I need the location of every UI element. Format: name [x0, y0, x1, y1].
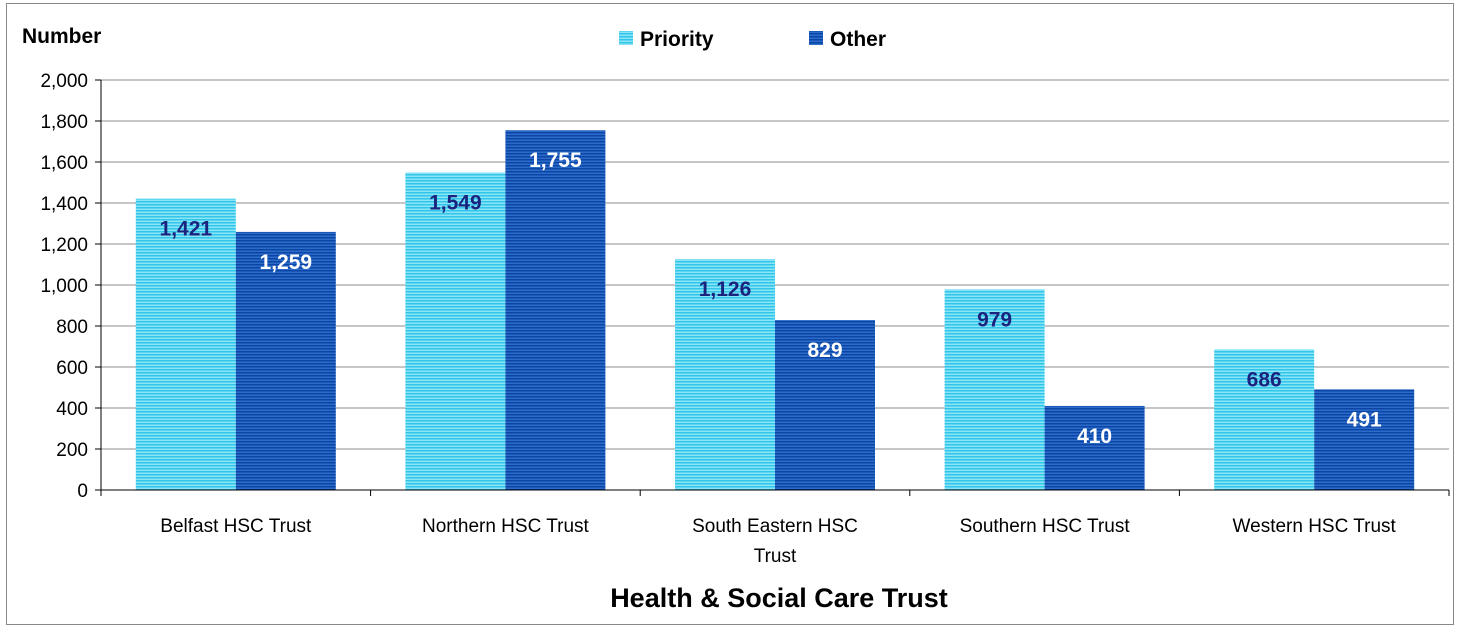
y-tick-label: 1,800 [40, 112, 88, 133]
x-tick-label: Northern HSC Trust [422, 516, 590, 537]
y-tick-label: 2,000 [40, 71, 88, 92]
data-label-other: 410 [1077, 425, 1112, 448]
x-tick-label: South Eastern HSC [692, 516, 858, 537]
bar-priority-2 [675, 259, 775, 490]
y-tick-label: 600 [56, 358, 88, 379]
x-axis-label: Health & Social Care Trust [610, 583, 948, 613]
bar-other-3 [1044, 405, 1145, 490]
x-axis-tick-labels: Belfast HSC Trust Northern HSC Trust South… [160, 516, 1396, 567]
bars: 1,421 1,549 1,126 979 686 1,259 1,755 829 410 491 [135, 130, 1415, 490]
legend-label-other: Other [830, 28, 886, 51]
bar-priority-4 [1214, 349, 1315, 490]
bar-other-4 [1314, 389, 1415, 490]
data-label-priority: 1,421 [160, 218, 213, 241]
y-tick-label: 0 [77, 481, 88, 502]
data-label-other: 829 [807, 339, 842, 362]
bar-priority-0 [135, 198, 236, 490]
y-tick-label: 800 [56, 317, 88, 338]
data-label-other: 1,755 [529, 149, 582, 172]
data-label-other: 491 [1347, 408, 1382, 431]
y-axis-ticks: 0 200 400 600 800 1,000 1,200 1,400 1,600 1,800 2,… [40, 71, 101, 502]
legend-swatch-other [809, 31, 823, 45]
x-tick-label: Trust [754, 546, 797, 567]
bar-priority-1 [405, 172, 506, 490]
legend-label-priority: Priority [640, 28, 714, 51]
axes [100, 80, 1450, 496]
y-tick-label: 200 [56, 440, 88, 461]
x-tick-label: Southern HSC Trust [960, 516, 1131, 537]
y-tick-label: 400 [56, 399, 88, 420]
legend: Priority Other [619, 28, 886, 51]
data-label-priority: 1,126 [699, 278, 752, 301]
data-label-priority: 1,549 [429, 191, 482, 214]
legend-swatch-priority [619, 31, 633, 45]
y-axis-label: Number [22, 25, 101, 48]
y-tick-label: 1,000 [40, 276, 88, 297]
bar-other-1 [505, 130, 606, 490]
bar-priority-3 [944, 289, 1045, 490]
y-tick-label: 1,200 [40, 235, 88, 256]
x-tick-label: Western HSC Trust [1233, 516, 1397, 537]
x-tick-label: Belfast HSC Trust [160, 516, 312, 537]
bar-other-0 [235, 231, 336, 490]
data-label-other: 1,259 [260, 251, 313, 274]
y-tick-label: 1,600 [40, 153, 88, 174]
data-label-priority: 979 [977, 308, 1012, 331]
bar-other-2 [775, 320, 875, 490]
y-tick-label: 1,400 [40, 194, 88, 215]
data-label-priority: 686 [1247, 368, 1282, 391]
